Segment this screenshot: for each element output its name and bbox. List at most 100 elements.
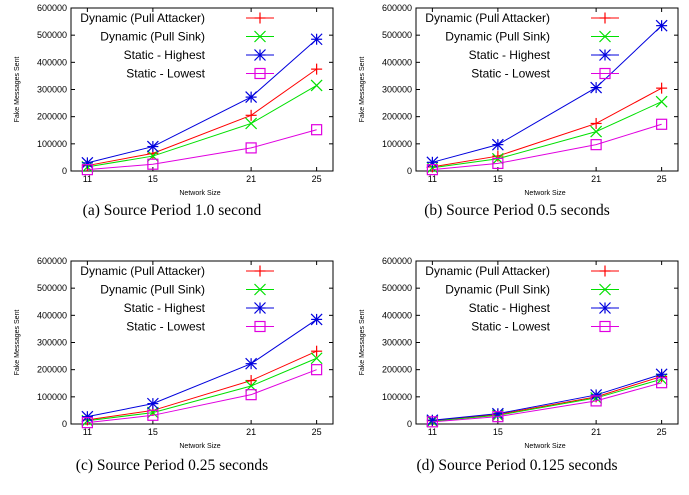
x-axis-label: Network Size [179, 443, 220, 450]
x-tick-label: 15 [148, 174, 158, 184]
legend-marker-static_highest [599, 302, 611, 314]
y-tick-label: 100000 [37, 139, 67, 149]
y-tick-label: 300000 [382, 85, 412, 95]
series-line-dynamic_pull_sink [87, 84, 317, 168]
series-line-static_lowest [87, 369, 317, 424]
series-line-dynamic_pull_sink [87, 357, 317, 422]
series-line-static_lowest [432, 382, 662, 423]
series-line-dynamic_pull_attacker [87, 350, 317, 421]
series-line-dynamic_pull_attacker [432, 87, 662, 168]
data-point-static_highest [426, 156, 439, 169]
data-point-static_lowest [311, 364, 323, 376]
x-tick-label: 11 [428, 174, 437, 184]
y-tick-label: 300000 [37, 338, 67, 348]
data-point-static_lowest [656, 377, 668, 389]
legend-label: Dynamic (Pull Sink) [445, 283, 550, 297]
chart-d: 0 100000 200000 300000 400000 500000 600000 11 1… [359, 256, 679, 450]
y-tick-label: 400000 [382, 310, 412, 320]
legend-marker-static_lowest [599, 67, 611, 80]
legend-label: Dynamic (Pull Attacker) [80, 264, 205, 278]
data-point-dynamic_pull_attacker [590, 117, 602, 129]
legend-label: Dynamic (Pull Attacker) [425, 264, 550, 278]
legend-marker-static_lowest [599, 320, 611, 333]
y-tick-label: 200000 [382, 365, 412, 375]
y-tick-label: 500000 [37, 30, 67, 40]
chart-caption-d: (d) Source Period 0.125 seconds [416, 457, 618, 474]
data-point-static_lowest [147, 409, 159, 421]
series-line-static_highest [432, 25, 662, 163]
data-point-dynamic_pull_sink [310, 79, 323, 92]
y-tick-label: 100000 [382, 392, 412, 402]
legend-marker-static_highest [599, 49, 611, 61]
series-line-dynamic_pull_sink [432, 378, 662, 422]
data-point-static_highest [245, 91, 258, 104]
legend-label: Dynamic (Pull Sink) [100, 30, 205, 44]
data-point-dynamic_pull_attacker [245, 109, 257, 121]
series-line-static_lowest [432, 123, 662, 171]
data-point-dynamic_pull_attacker [492, 150, 504, 162]
legend-label: Static - Highest [124, 301, 206, 315]
y-tick-label: 100000 [37, 392, 67, 402]
series-line-static_highest [432, 373, 662, 421]
x-tick-label: 25 [312, 174, 322, 184]
legend-label: Dynamic (Pull Attacker) [80, 11, 205, 25]
y-tick-label: 0 [62, 419, 67, 429]
data-point-static_highest [146, 140, 159, 153]
legend-marker-static_lowest [254, 320, 266, 333]
legend-label: Static - Lowest [471, 320, 550, 334]
y-tick-label: 0 [407, 419, 412, 429]
y-axis-label: Fake Messages Sent [14, 310, 21, 376]
x-tick-label: 15 [148, 427, 158, 437]
y-tick-label: 400000 [37, 310, 67, 320]
y-tick-label: 100000 [382, 139, 412, 149]
data-point-static_highest [310, 313, 323, 326]
series-line-static_highest [87, 318, 317, 418]
data-point-static_highest [146, 397, 159, 410]
data-point-dynamic_pull_attacker [245, 375, 257, 387]
legend-label: Static - Highest [469, 48, 551, 62]
x-tick-label: 25 [657, 427, 667, 437]
chart-panel-a: 0 100000 200000 300000 400000 500000 600000 11 1… [0, 0, 344, 242]
legend-label: Dynamic (Pull Sink) [100, 283, 205, 297]
data-point-dynamic_pull_sink [310, 352, 323, 365]
legend-marker-static_highest [254, 302, 266, 314]
legend-label: Static - Lowest [126, 320, 205, 334]
legend-label: Static - Lowest [471, 67, 550, 81]
data-point-dynamic_pull_sink [590, 125, 603, 138]
data-point-static_lowest [590, 139, 602, 151]
legend-marker-dynamic_pull_attacker [599, 12, 611, 24]
chart-a: 0 100000 200000 300000 400000 500000 600000 11 1… [14, 3, 334, 197]
legend-label: Dynamic (Pull Attacker) [425, 11, 550, 25]
data-point-dynamic_pull_attacker [656, 82, 668, 94]
data-point-dynamic_pull_sink [655, 95, 668, 108]
data-point-static_lowest [81, 164, 93, 176]
chart-panel-d: 0 100000 200000 300000 400000 500000 600000 11 1… [345, 253, 689, 495]
chart-panel-c: 0 100000 200000 300000 400000 500000 600000 11 1… [0, 253, 344, 495]
x-axis-label: Network Size [524, 443, 565, 450]
data-point-static_highest [655, 19, 668, 32]
chart-caption-b: (b) Source Period 0.5 seconds [424, 202, 610, 219]
y-axis-label: Fake Messages Sent [14, 57, 21, 123]
y-tick-label: 600000 [382, 256, 412, 266]
data-point-static_lowest [590, 395, 602, 407]
data-point-static_highest [491, 407, 504, 420]
x-tick-label: 21 [591, 174, 601, 184]
x-tick-label: 11 [83, 427, 92, 437]
legend-marker-dynamic_pull_attacker [254, 12, 266, 24]
y-tick-label: 500000 [382, 30, 412, 40]
data-point-static_highest [245, 357, 258, 370]
y-axis-label: Fake Messages Sent [359, 57, 366, 123]
y-tick-label: 600000 [382, 3, 412, 13]
data-point-static_highest [81, 410, 94, 423]
data-point-dynamic_pull_attacker [311, 345, 323, 357]
data-point-static_highest [590, 389, 603, 401]
legend-marker-static_lowest [254, 67, 266, 80]
legend-label: Static - Lowest [126, 67, 205, 81]
series-line-dynamic_pull_sink [432, 101, 662, 169]
x-tick-label: 11 [428, 427, 437, 437]
data-point-static_lowest [245, 142, 257, 154]
x-axis-label: Network Size [524, 190, 565, 197]
x-tick-label: 21 [246, 174, 256, 184]
data-point-static_lowest [492, 411, 504, 423]
y-tick-label: 0 [407, 166, 412, 176]
